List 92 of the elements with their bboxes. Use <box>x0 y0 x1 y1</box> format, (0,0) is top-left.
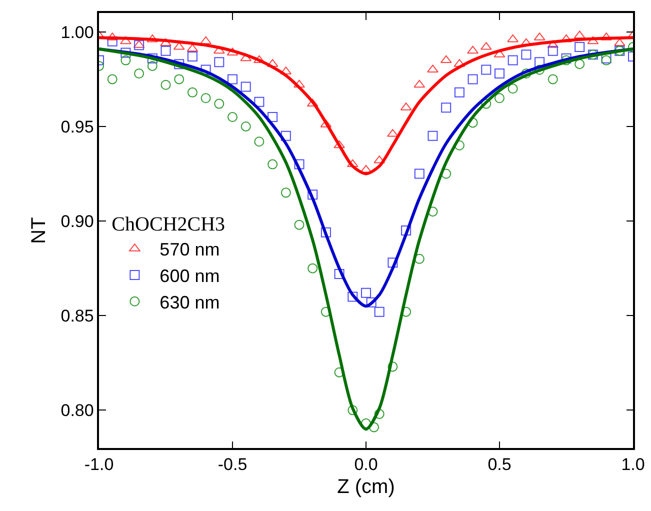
x-tick-label: -0.5 <box>218 455 248 474</box>
point <box>521 68 532 79</box>
point <box>587 36 599 44</box>
point <box>120 48 131 58</box>
point <box>294 220 304 230</box>
point <box>254 96 264 107</box>
point <box>346 159 358 168</box>
point <box>401 226 412 236</box>
point <box>147 60 158 71</box>
point <box>228 74 238 84</box>
point <box>308 263 318 274</box>
point <box>214 98 224 109</box>
point <box>134 68 144 79</box>
y-axis-title: NT <box>28 217 50 244</box>
point <box>467 46 478 54</box>
point <box>120 55 131 66</box>
point <box>174 74 184 84</box>
point <box>240 121 251 132</box>
point <box>614 38 626 46</box>
point <box>186 44 198 52</box>
point <box>213 46 225 54</box>
point <box>294 80 305 88</box>
point <box>187 87 198 98</box>
point <box>348 405 358 416</box>
point <box>160 46 171 56</box>
point <box>268 112 278 122</box>
point <box>508 84 518 94</box>
point <box>374 306 384 317</box>
x-tick-label: -1.0 <box>84 455 114 474</box>
point <box>334 140 345 148</box>
point <box>574 59 585 70</box>
point <box>508 55 518 66</box>
point <box>574 42 585 52</box>
point <box>494 68 504 79</box>
point <box>481 98 492 109</box>
y-tick-label: 0.95 <box>60 117 94 136</box>
point <box>120 36 132 44</box>
point <box>254 136 264 147</box>
point <box>388 362 398 372</box>
point <box>468 74 478 84</box>
point <box>468 118 478 128</box>
legend-label: 630 nm <box>160 292 220 312</box>
x-tick-label: 0.0 <box>354 455 378 474</box>
point <box>107 74 118 84</box>
point <box>200 93 211 104</box>
legend-title: ChOCH2CH3 <box>112 213 226 236</box>
point <box>428 130 438 141</box>
x-tick-label: 0.5 <box>488 455 512 474</box>
x-tick-label: 1.0 <box>621 455 645 474</box>
point <box>254 55 265 64</box>
point <box>187 52 198 62</box>
point <box>414 168 424 179</box>
point <box>548 74 558 84</box>
y-tick-label: 1.00 <box>60 22 94 42</box>
point <box>306 98 318 107</box>
point <box>348 292 358 302</box>
point <box>160 80 171 90</box>
point <box>280 188 291 198</box>
point <box>214 57 224 68</box>
y-tick-label: 0.80 <box>60 401 94 420</box>
point <box>308 190 318 200</box>
point <box>507 34 519 42</box>
point <box>240 53 252 62</box>
legend-label: 570 nm <box>160 240 220 260</box>
point <box>320 227 331 238</box>
x-axis-title: Z (cm) <box>337 476 395 498</box>
point <box>414 80 426 88</box>
legend-label: 600 nm <box>160 266 220 286</box>
point <box>441 102 452 113</box>
point <box>360 164 372 173</box>
point <box>134 40 144 50</box>
point <box>366 297 376 308</box>
point <box>521 50 532 60</box>
point <box>200 36 212 44</box>
point <box>481 64 492 75</box>
point <box>388 258 398 268</box>
point <box>374 408 384 419</box>
point <box>548 46 558 56</box>
point <box>268 159 278 170</box>
point <box>160 38 172 46</box>
point <box>414 254 424 264</box>
point <box>280 130 291 141</box>
point <box>228 112 238 122</box>
point <box>240 82 251 92</box>
y-tick-label: 0.90 <box>60 212 94 231</box>
point <box>494 93 504 104</box>
point <box>334 269 344 279</box>
point <box>146 34 158 42</box>
point <box>454 87 464 98</box>
point <box>440 55 452 64</box>
y-tick-label: 0.85 <box>60 306 94 326</box>
point <box>361 288 371 298</box>
